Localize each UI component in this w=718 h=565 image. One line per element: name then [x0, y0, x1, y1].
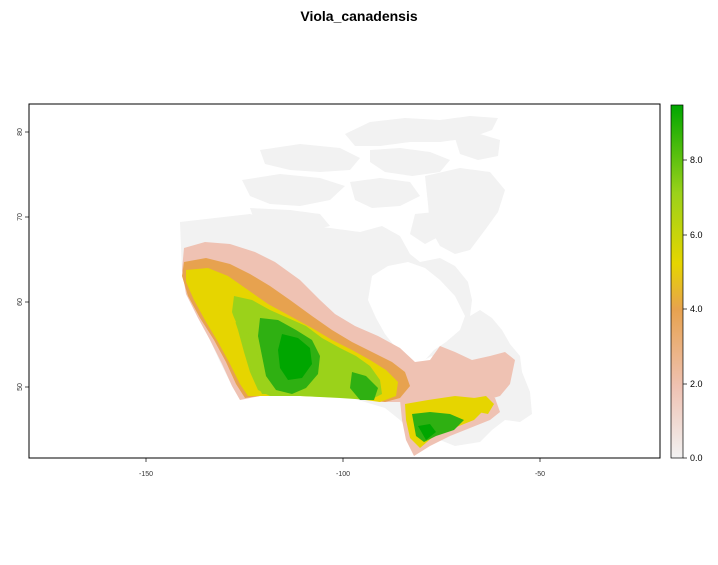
- maritimes: [474, 396, 494, 414]
- legend-colorbar: [670, 104, 684, 459]
- suitability-peak-east: [350, 372, 378, 400]
- legend-tick-label: 0.0: [690, 453, 703, 463]
- map-layers: [180, 116, 532, 456]
- x-axis: -150 -100 -50: [139, 458, 545, 478]
- legend-tick-label: 2.0: [690, 379, 703, 389]
- plot-title: Viola_canadensis: [300, 8, 418, 24]
- y-axis: 80 70 60 50: [17, 128, 29, 391]
- suitability-max: [278, 334, 312, 380]
- legend-tick-label: 4.0: [690, 304, 703, 314]
- east-peak: [418, 424, 436, 440]
- x-tick-label: -150: [139, 471, 153, 478]
- y-tick-label: 60: [17, 298, 24, 306]
- x-tick-label: -50: [535, 471, 545, 478]
- hudson-bay: [368, 262, 465, 370]
- legend-tick-label: 8.0: [690, 155, 703, 165]
- legend: 8.0 6.0 4.0 2.0 0.0: [670, 104, 703, 463]
- y-tick-label: 70: [17, 213, 24, 221]
- bc-strip-1: [240, 330, 270, 394]
- bc-strip-2: [218, 300, 236, 330]
- y-tick-label: 80: [17, 128, 24, 136]
- y-tick-label: 50: [17, 383, 24, 391]
- x-tick-label: -100: [336, 471, 350, 478]
- arctic-islands: [242, 116, 505, 254]
- legend-tick-label: 6.0: [690, 230, 703, 240]
